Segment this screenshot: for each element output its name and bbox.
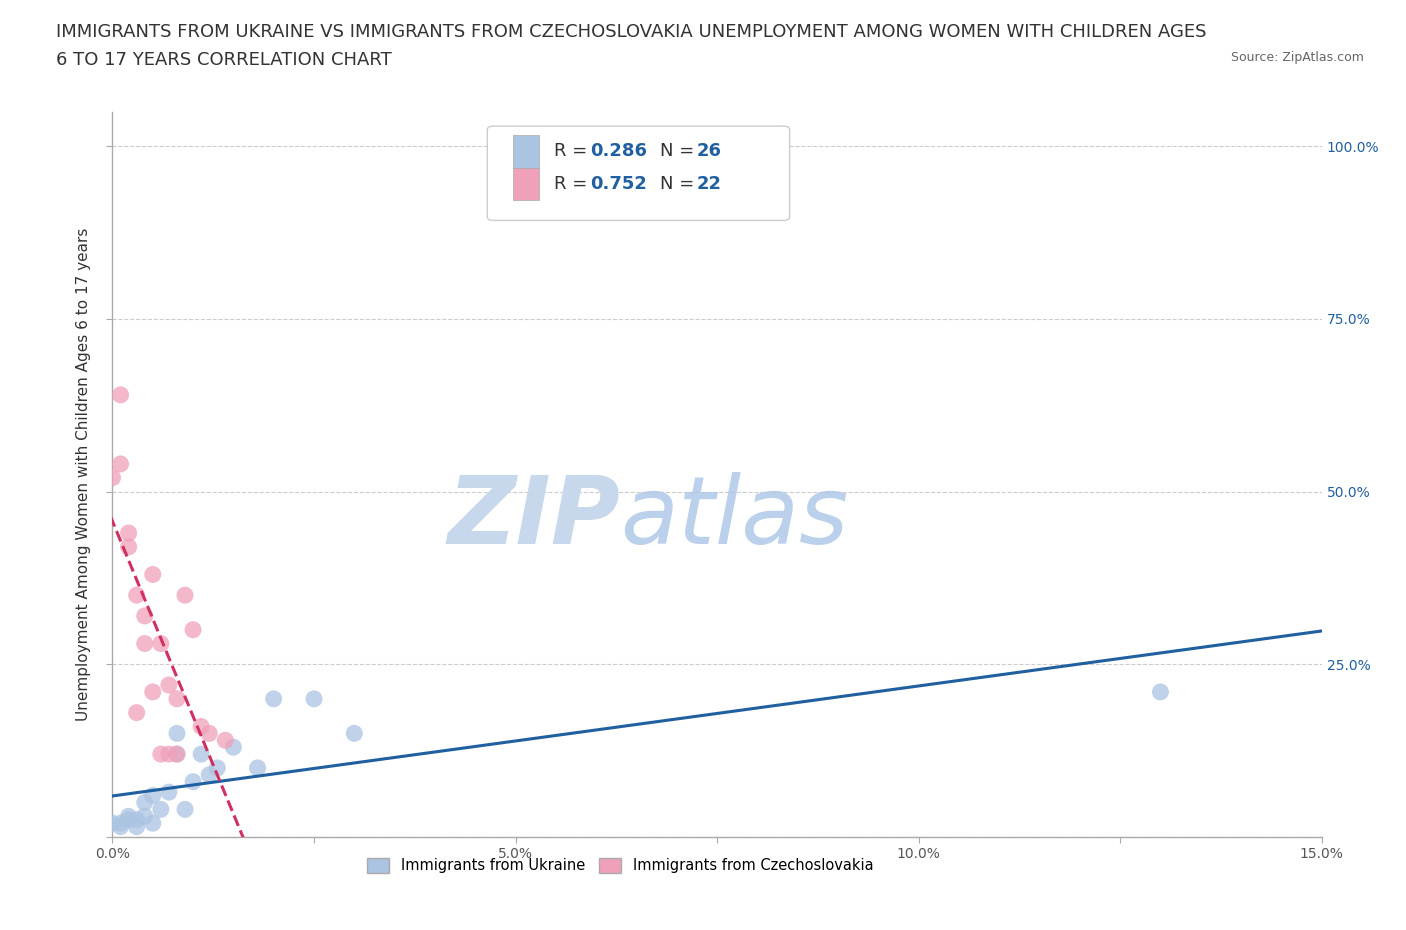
Text: N =: N = — [661, 175, 700, 193]
Point — [263, 691, 285, 706]
Point — [166, 747, 188, 762]
Legend: Immigrants from Ukraine, Immigrants from Czechoslovakia: Immigrants from Ukraine, Immigrants from… — [360, 851, 882, 881]
Point — [157, 747, 180, 762]
FancyBboxPatch shape — [513, 135, 540, 167]
Point — [110, 388, 132, 403]
Point — [117, 809, 139, 824]
Point — [174, 802, 197, 817]
Point — [134, 795, 156, 810]
Point — [125, 588, 148, 603]
Point — [149, 636, 172, 651]
Point — [1149, 684, 1171, 699]
Point — [134, 608, 156, 623]
Point — [110, 457, 132, 472]
Point — [166, 691, 188, 706]
Point — [117, 539, 139, 554]
Point — [110, 819, 132, 834]
Point — [157, 785, 180, 800]
Text: IMMIGRANTS FROM UKRAINE VS IMMIGRANTS FROM CZECHOSLOVAKIA UNEMPLOYMENT AMONG WOM: IMMIGRANTS FROM UKRAINE VS IMMIGRANTS FR… — [56, 23, 1206, 41]
Point — [207, 761, 229, 776]
Point — [142, 684, 165, 699]
Point — [142, 788, 165, 803]
Text: 26: 26 — [696, 142, 721, 161]
Point — [101, 816, 124, 830]
Point — [198, 767, 221, 782]
Point — [166, 726, 188, 741]
Point — [110, 816, 132, 830]
Point — [343, 726, 366, 741]
Point — [166, 747, 188, 762]
Text: 22: 22 — [696, 175, 721, 193]
Point — [181, 775, 204, 790]
Point — [125, 705, 148, 720]
Point — [125, 819, 148, 834]
Text: N =: N = — [661, 142, 700, 161]
Point — [222, 739, 245, 754]
FancyBboxPatch shape — [513, 167, 540, 201]
Point — [198, 726, 221, 741]
Text: R =: R = — [554, 142, 593, 161]
Text: 6 TO 17 YEARS CORRELATION CHART: 6 TO 17 YEARS CORRELATION CHART — [56, 51, 392, 69]
Text: Source: ZipAtlas.com: Source: ZipAtlas.com — [1230, 51, 1364, 64]
Point — [134, 636, 156, 651]
Point — [125, 812, 148, 827]
Point — [214, 733, 236, 748]
Point — [157, 678, 180, 693]
FancyBboxPatch shape — [488, 126, 790, 220]
Text: 0.286: 0.286 — [591, 142, 647, 161]
Text: 0.752: 0.752 — [591, 175, 647, 193]
Point — [181, 622, 204, 637]
Point — [174, 588, 197, 603]
Point — [117, 812, 139, 827]
Point — [246, 761, 269, 776]
Point — [149, 802, 172, 817]
Point — [190, 747, 212, 762]
Point — [142, 567, 165, 582]
Text: ZIP: ZIP — [447, 472, 620, 564]
Point — [117, 525, 139, 540]
Point — [190, 719, 212, 734]
Text: atlas: atlas — [620, 472, 849, 564]
Point — [302, 691, 325, 706]
Point — [149, 747, 172, 762]
Point — [142, 816, 165, 830]
Point — [134, 809, 156, 824]
Y-axis label: Unemployment Among Women with Children Ages 6 to 17 years: Unemployment Among Women with Children A… — [76, 228, 91, 721]
Point — [101, 471, 124, 485]
Text: R =: R = — [554, 175, 593, 193]
